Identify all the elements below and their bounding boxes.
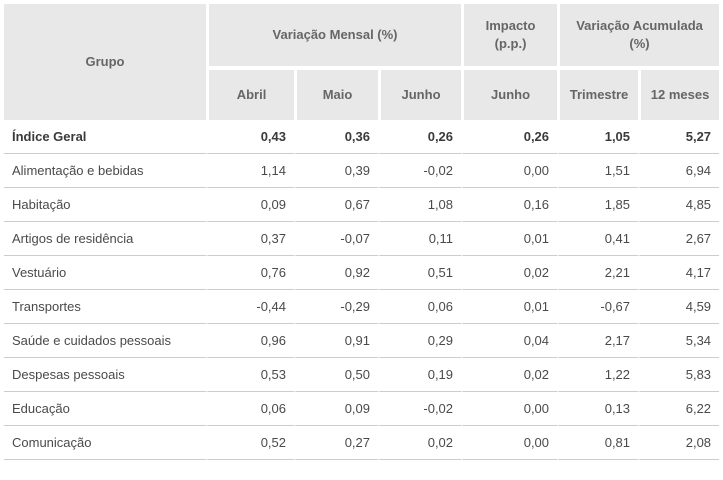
value-cell: 2,21 xyxy=(557,256,639,290)
value-cell: 0,50 xyxy=(294,358,378,392)
value-cell: 0,36 xyxy=(294,120,378,154)
value-cell: 0,43 xyxy=(206,120,294,154)
group-name-cell: Alimentação e bebidas xyxy=(4,154,206,188)
value-cell: -0,02 xyxy=(378,392,462,426)
table-body: Índice Geral 0,43 0,36 0,26 0,26 1,05 5,… xyxy=(4,120,720,460)
header-abril: Abril xyxy=(206,66,294,120)
value-cell: 0,67 xyxy=(294,188,378,222)
value-cell: 2,17 xyxy=(557,324,639,358)
value-cell: 0,76 xyxy=(206,256,294,290)
header-grupo: Grupo xyxy=(4,4,206,120)
value-cell: 0,19 xyxy=(378,358,462,392)
value-cell: 0,53 xyxy=(206,358,294,392)
value-cell: -0,02 xyxy=(378,154,462,188)
group-name-cell: Artigos de residência xyxy=(4,222,206,256)
value-cell: 5,27 xyxy=(638,120,720,154)
group-name-cell: Comunicação xyxy=(4,426,206,460)
table-row: Educação 0,06 0,09 -0,02 0,00 0,13 6,22 xyxy=(4,392,720,426)
table-row: Artigos de residência 0,37 -0,07 0,11 0,… xyxy=(4,222,720,256)
value-cell: 0,01 xyxy=(461,222,558,256)
value-cell: 1,51 xyxy=(557,154,639,188)
table-row: Despesas pessoais 0,53 0,50 0,19 0,02 1,… xyxy=(4,358,720,392)
value-cell: 0,09 xyxy=(294,392,378,426)
value-cell: 5,34 xyxy=(638,324,720,358)
value-cell: 0,11 xyxy=(378,222,462,256)
group-name-cell: Despesas pessoais xyxy=(4,358,206,392)
header-group-impacto: Impacto (p.p.) xyxy=(461,4,558,66)
value-cell: 0,29 xyxy=(378,324,462,358)
value-cell: 0,27 xyxy=(294,426,378,460)
value-cell: 0,00 xyxy=(461,154,558,188)
value-cell: 0,09 xyxy=(206,188,294,222)
value-cell: 0,13 xyxy=(557,392,639,426)
value-cell: 6,22 xyxy=(638,392,720,426)
ipca-table-container: Grupo Variação Mensal (%) Impacto (p.p.)… xyxy=(4,4,720,460)
group-name-cell: Saúde e cuidados pessoais xyxy=(4,324,206,358)
ipca-variation-table: Grupo Variação Mensal (%) Impacto (p.p.)… xyxy=(4,4,720,460)
table-row: Transportes -0,44 -0,29 0,06 0,01 -0,67 … xyxy=(4,290,720,324)
value-cell: 0,41 xyxy=(557,222,639,256)
value-cell: -0,29 xyxy=(294,290,378,324)
value-cell: 4,59 xyxy=(638,290,720,324)
value-cell: 2,67 xyxy=(638,222,720,256)
value-cell: 0,02 xyxy=(461,358,558,392)
value-cell: 0,00 xyxy=(461,426,558,460)
header-trimestre: Trimestre xyxy=(557,66,639,120)
value-cell: 0,02 xyxy=(378,426,462,460)
value-cell: 0,37 xyxy=(206,222,294,256)
value-cell: 0,51 xyxy=(378,256,462,290)
value-cell: 1,08 xyxy=(378,188,462,222)
table-header: Grupo Variação Mensal (%) Impacto (p.p.)… xyxy=(4,4,720,120)
value-cell: 1,85 xyxy=(557,188,639,222)
value-cell: 5,83 xyxy=(638,358,720,392)
table-row: Alimentação e bebidas 1,14 0,39 -0,02 0,… xyxy=(4,154,720,188)
value-cell: 1,05 xyxy=(557,120,639,154)
value-cell: 4,17 xyxy=(638,256,720,290)
value-cell: 0,52 xyxy=(206,426,294,460)
group-name-cell: Habitação xyxy=(4,188,206,222)
value-cell: 0,06 xyxy=(378,290,462,324)
value-cell: 0,16 xyxy=(461,188,558,222)
group-name-cell: Índice Geral xyxy=(4,120,206,154)
value-cell: 2,08 xyxy=(638,426,720,460)
value-cell: 0,81 xyxy=(557,426,639,460)
value-cell: 0,96 xyxy=(206,324,294,358)
table-row: Comunicação 0,52 0,27 0,02 0,00 0,81 2,0… xyxy=(4,426,720,460)
table-row: Vestuário 0,76 0,92 0,51 0,02 2,21 4,17 xyxy=(4,256,720,290)
table-row: Índice Geral 0,43 0,36 0,26 0,26 1,05 5,… xyxy=(4,120,720,154)
group-name-cell: Transportes xyxy=(4,290,206,324)
value-cell: 1,14 xyxy=(206,154,294,188)
value-cell: 0,02 xyxy=(461,256,558,290)
header-group-variacao-mensal: Variação Mensal (%) xyxy=(206,4,462,66)
group-name-cell: Vestuário xyxy=(4,256,206,290)
value-cell: 6,94 xyxy=(638,154,720,188)
value-cell: -0,07 xyxy=(294,222,378,256)
header-12-meses: 12 meses xyxy=(638,66,720,120)
value-cell: 0,39 xyxy=(294,154,378,188)
value-cell: 0,01 xyxy=(461,290,558,324)
header-junho-impacto: Junho xyxy=(461,66,558,120)
value-cell: 0,26 xyxy=(378,120,462,154)
value-cell: 0,00 xyxy=(461,392,558,426)
header-maio: Maio xyxy=(294,66,378,120)
value-cell: 0,91 xyxy=(294,324,378,358)
header-group-variacao-acumulada: Variação Acumulada (%) xyxy=(557,4,720,66)
header-junho: Junho xyxy=(378,66,462,120)
group-name-cell: Educação xyxy=(4,392,206,426)
value-cell: 4,85 xyxy=(638,188,720,222)
value-cell: 1,22 xyxy=(557,358,639,392)
value-cell: 0,04 xyxy=(461,324,558,358)
table-row: Saúde e cuidados pessoais 0,96 0,91 0,29… xyxy=(4,324,720,358)
value-cell: -0,44 xyxy=(206,290,294,324)
value-cell: 0,06 xyxy=(206,392,294,426)
value-cell: 0,26 xyxy=(461,120,558,154)
table-row: Habitação 0,09 0,67 1,08 0,16 1,85 4,85 xyxy=(4,188,720,222)
value-cell: 0,92 xyxy=(294,256,378,290)
value-cell: -0,67 xyxy=(557,290,639,324)
